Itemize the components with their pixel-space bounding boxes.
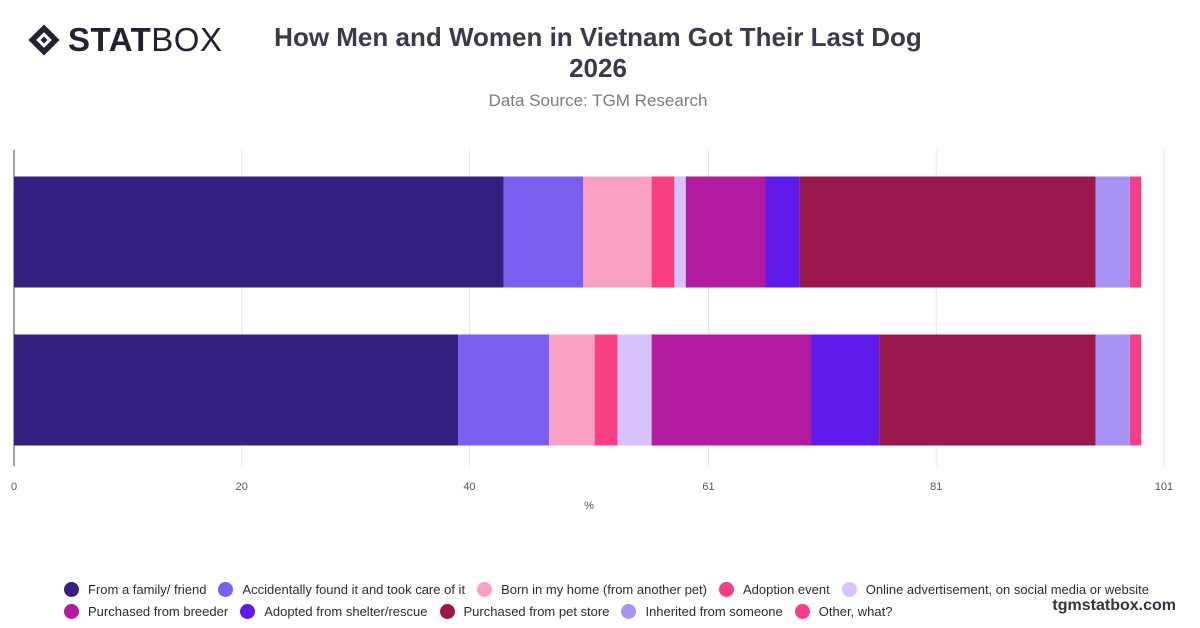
legend-item[interactable]: Other, what?	[794, 603, 893, 619]
stacked-bar-chart: 0 20 40 61 81 101%	[11, 150, 1173, 512]
bar-segment	[14, 334, 459, 446]
legend-row: From a family/ friend Accidentally found …	[64, 578, 1154, 600]
chart-legend: From a family/ friend Accidentally found …	[64, 578, 1154, 622]
bar-segment	[799, 176, 1096, 288]
legend-label: Adopted from shelter/rescue	[264, 603, 428, 619]
legend-item[interactable]: Online advertisement, on social media or…	[841, 581, 1149, 597]
website-link[interactable]: tgmstatbox.com	[1052, 597, 1176, 614]
legend-swatch-icon	[718, 581, 734, 597]
legend-swatch-icon	[439, 603, 455, 619]
bar-segment	[879, 334, 1096, 446]
chart-title-line1: How Men and Women in Vietnam Got Their L…	[274, 22, 922, 52]
bar-segment	[1095, 176, 1130, 288]
legend-swatch-icon	[841, 581, 857, 597]
legend-label: Other, what?	[818, 603, 893, 619]
statbox-logo: STATBOX	[26, 22, 222, 58]
x-tick-label: 0	[11, 481, 17, 493]
x-tick-label: 101	[1155, 481, 1173, 493]
legend-item[interactable]: Adopted from shelter/rescue	[240, 603, 428, 619]
legend-item[interactable]: Adoption event	[718, 581, 830, 597]
legend-item[interactable]: Purchased from pet store	[439, 603, 610, 619]
legend-swatch-icon	[64, 603, 79, 619]
x-tick-label: 61	[702, 481, 714, 493]
bar-segment	[765, 176, 800, 288]
legend-row: Purchased from breeder Adopted from shelt…	[64, 600, 1154, 622]
legend-label: Born in my home (from another pet)	[501, 581, 707, 597]
legend-item[interactable]: From a family/ friend	[64, 581, 207, 597]
legend-item[interactable]: Accidentally found it and took care of i…	[218, 581, 466, 597]
logo-bold-text: STAT	[68, 21, 152, 58]
bar-segment	[503, 176, 584, 288]
bar-segment	[617, 334, 652, 446]
bar-segment	[1095, 334, 1130, 446]
legend-swatch-icon	[621, 603, 637, 619]
x-tick-label: 40	[463, 481, 475, 493]
logo-wordmark: STATBOX	[68, 22, 222, 58]
bar-segment	[811, 334, 880, 446]
chart-title-line2: 2026	[569, 53, 627, 83]
bar-segment	[583, 176, 652, 288]
bar-segment	[14, 176, 504, 288]
legend-item[interactable]: Inherited from someone	[621, 603, 783, 619]
legend-swatch-icon	[218, 581, 234, 597]
legend-label: Inherited from someone	[645, 603, 783, 619]
logo-light-text: BOX	[151, 21, 223, 58]
legend-swatch-icon	[64, 581, 79, 597]
bar-segment	[1129, 176, 1142, 288]
chart-subtitle: Data Source: TGM Research	[488, 91, 708, 110]
legend-label: From a family/ friend	[88, 581, 207, 597]
diamond-logo-icon	[28, 24, 60, 56]
bar-segment	[549, 334, 595, 446]
legend-swatch-icon	[240, 603, 256, 619]
bar-segment	[1129, 334, 1142, 446]
bar-segment	[651, 334, 812, 446]
legend-item[interactable]: Purchased from breeder	[64, 603, 229, 619]
bar-segment	[594, 334, 618, 446]
x-tick-label: 81	[930, 481, 942, 493]
bar-segment	[651, 176, 675, 288]
x-tick-label: 20	[236, 481, 248, 493]
legend-label: Adoption event	[742, 581, 830, 597]
x-axis-title: %	[584, 500, 594, 512]
legend-label: Purchased from breeder	[88, 603, 229, 619]
legend-label: Online advertisement, on social media or…	[865, 581, 1149, 597]
chart-title: How Men and Women in Vietnam Got Their L…	[0, 22, 1196, 84]
legend-label: Accidentally found it and took care of i…	[242, 581, 466, 597]
bar-segment	[458, 334, 550, 446]
bar-segment	[674, 176, 686, 288]
legend-item[interactable]: Born in my home (from another pet)	[477, 581, 707, 597]
legend-swatch-icon	[477, 581, 493, 597]
legend-swatch-icon	[794, 603, 810, 619]
legend-label: Purchased from pet store	[463, 603, 610, 619]
bar-segment	[685, 176, 766, 288]
